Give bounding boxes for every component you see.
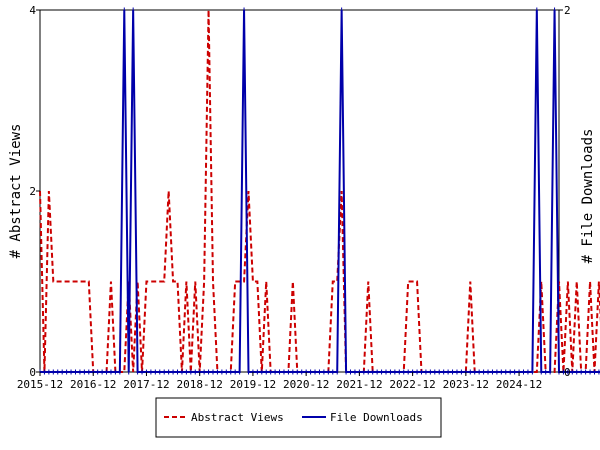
x-tick-label: 2015-12 xyxy=(17,378,63,391)
legend-label-file-downloads: File Downloads xyxy=(330,411,423,424)
y-axis-title-right: # File Downloads xyxy=(580,129,596,264)
x-tick-label: 2018-12 xyxy=(177,378,223,391)
x-tick-label: 2022-12 xyxy=(389,378,435,391)
legend-box xyxy=(155,397,442,438)
series-layer xyxy=(39,7,600,375)
x-tick-label: 2016-12 xyxy=(70,378,116,391)
x-tick-label: 2017-12 xyxy=(123,378,169,391)
x-tick-label: 2023-12 xyxy=(443,378,489,391)
series-line-file-downloads xyxy=(40,9,600,373)
x-tick-label: 2019-12 xyxy=(230,378,276,391)
y-axis-title-left: # Abstract Views xyxy=(8,124,24,259)
legend-label-abstract-views: Abstract Views xyxy=(191,411,284,424)
legend: Abstract Views File Downloads xyxy=(155,397,442,438)
y-tick-label-right: 0 xyxy=(564,366,571,379)
ticks-layer: 0 2 4 0 2 2015-12 2016-12 2017-12 2018-12 2019-12… xyxy=(17,4,571,391)
x-tick-label: 2024-12 xyxy=(496,378,542,391)
y-tick-label-right: 2 xyxy=(564,4,571,17)
x-tick-label: 2021-12 xyxy=(336,378,382,391)
y-tick-label-left: 0 xyxy=(29,366,36,379)
y-tick-label-left: 4 xyxy=(29,4,36,17)
y-tick-label-left: 2 xyxy=(29,185,36,198)
x-tick-label: 2020-12 xyxy=(283,378,329,391)
